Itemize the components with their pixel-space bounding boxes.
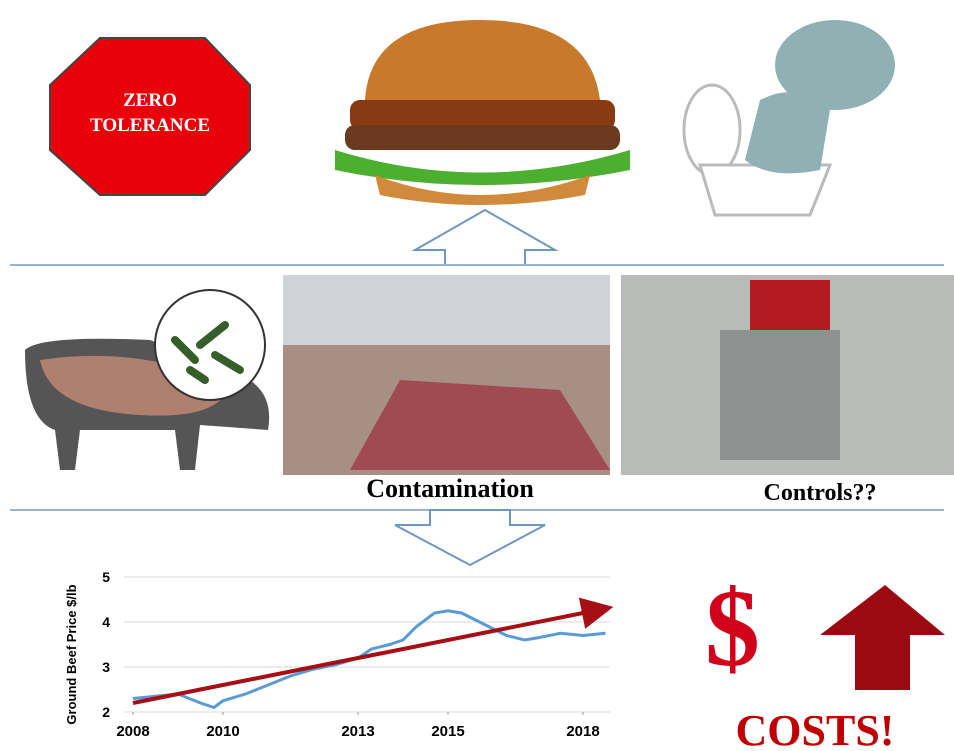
costs-label: COSTS! [736,706,895,751]
y-tick-label: 5 [102,569,110,585]
burger-image [335,20,630,205]
x-tick-label: 2008 [116,723,149,740]
dollar-sign: $ [705,567,760,689]
up-red-arrow [820,585,945,690]
trend-arrow [133,609,606,704]
plant-photo-ceiling [283,275,610,345]
ground-meat [750,280,830,330]
y-tick-label: 4 [102,614,110,630]
x-tick-label: 2010 [206,723,239,740]
toilet-figure [684,20,895,215]
down-arrow [395,510,545,565]
y-tick-label: 2 [102,704,110,720]
y-tick-label: 3 [102,659,110,675]
infographic: ZERO TOLERANCE Contamination Controls?? … [0,0,954,751]
stop-text: ZERO [123,90,177,111]
x-tick-label: 2018 [566,723,599,740]
contamination-label: Contamination [366,474,534,503]
up-arrow [415,210,555,265]
x-tick-label: 2013 [341,723,374,740]
y-axis-label: Ground Beef Price $/lb [64,584,79,724]
price-line [133,611,606,708]
controls-label: Controls?? [764,480,877,506]
price-chart: 2 3 4 5 2008 2010 2013 2015 2018 Ground Beef Pric… [64,569,610,740]
grinder [720,330,840,460]
cow-image [25,290,269,470]
x-tick-label: 2015 [431,723,464,740]
stop-text: TOLERANCE [90,115,210,136]
